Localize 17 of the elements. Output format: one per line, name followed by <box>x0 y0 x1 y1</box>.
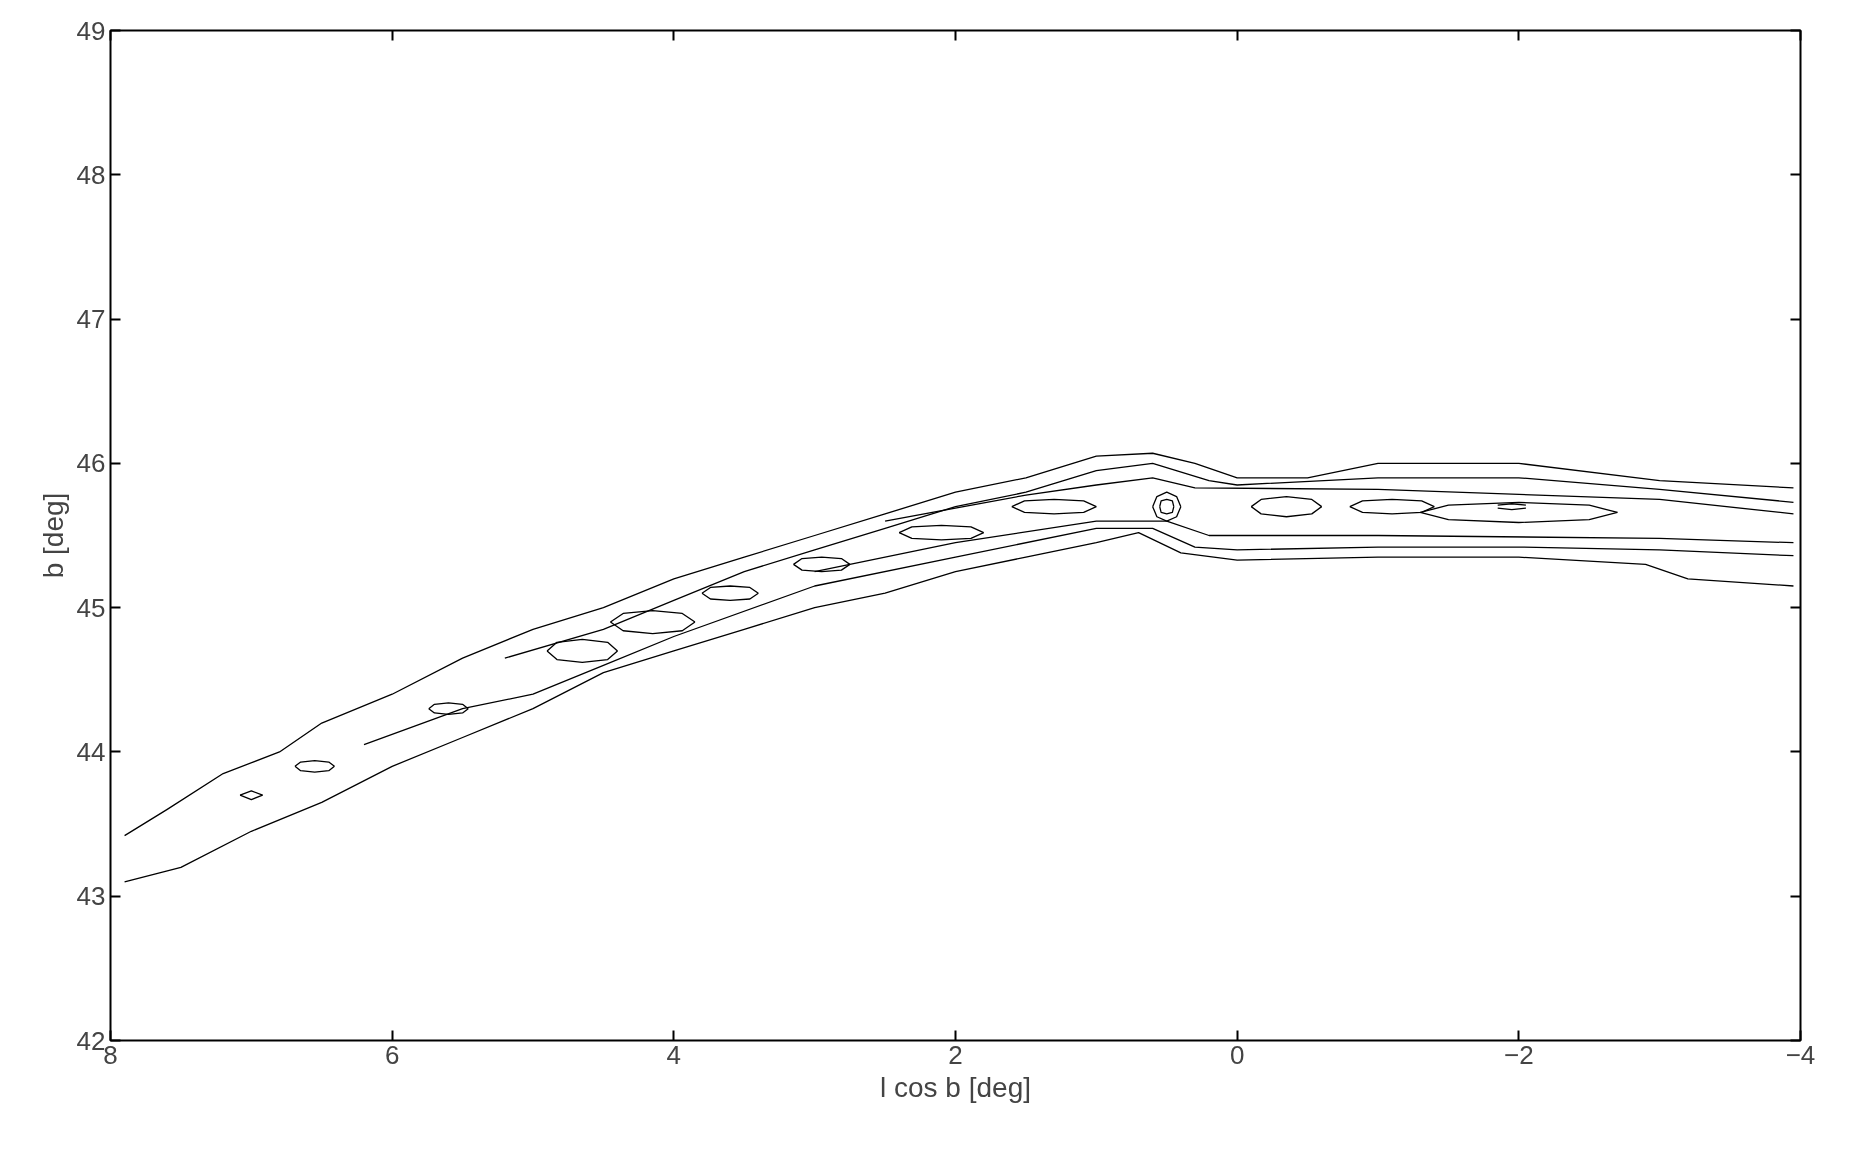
x-tick-label: 0 <box>1229 1039 1245 1070</box>
y-tick-label: 48 <box>76 159 106 190</box>
y-axis-title: b [deg] <box>37 492 69 579</box>
y-tick-label: 47 <box>76 304 106 335</box>
y-tick-label: 44 <box>76 736 106 767</box>
y-tick-label: 43 <box>76 881 106 912</box>
x-tick-label: −2 <box>1504 1039 1534 1070</box>
x-tick-label: −4 <box>1785 1039 1816 1070</box>
x-tick-label: 4 <box>666 1039 682 1070</box>
y-tick-label: 46 <box>76 448 106 479</box>
y-tick-label: 45 <box>76 592 106 623</box>
x-tick-label: 6 <box>384 1039 400 1070</box>
y-tick-label: 42 <box>76 1025 106 1056</box>
x-tick-label: 8 <box>103 1039 118 1070</box>
x-tick-label: 2 <box>948 1039 963 1070</box>
y-tick-label: 49 <box>76 15 106 46</box>
x-axis-title: l cos b [deg] <box>880 1071 1031 1103</box>
